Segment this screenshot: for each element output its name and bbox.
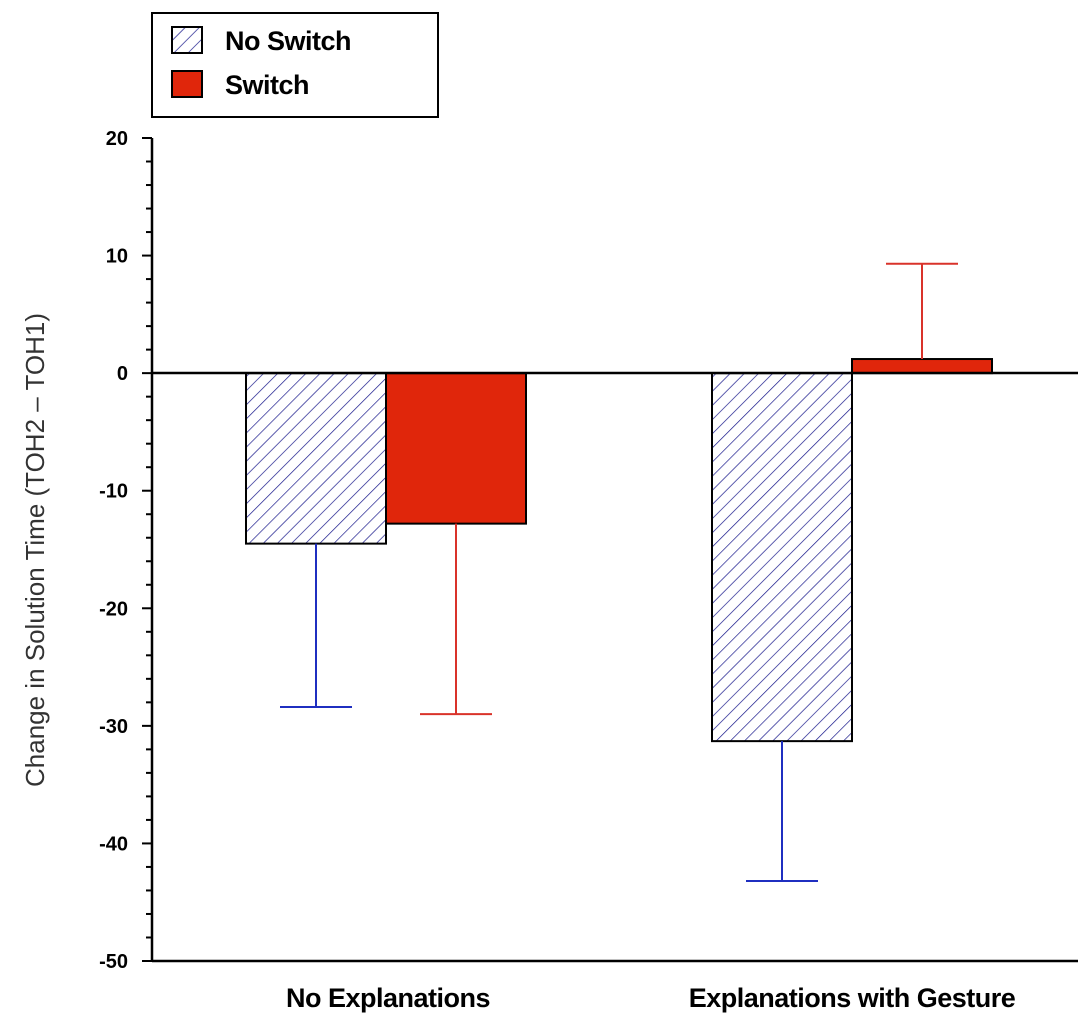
y-tick-label: -50 — [99, 951, 128, 973]
y-tick-label: -30 — [99, 716, 128, 738]
bar-switch-1 — [851, 358, 993, 375]
legend-swatch-switch — [171, 70, 203, 98]
legend-label-no-switch: No Switch — [225, 26, 351, 56]
y-tick-label: 0 — [117, 363, 128, 385]
category-label-no-explanations: No Explanations — [286, 983, 490, 1013]
category-label-explanations-with-gesture: Explanations with Gesture — [689, 983, 1016, 1013]
error-bars — [280, 262, 958, 883]
y-tick-label: -40 — [99, 833, 128, 855]
legend-swatch-no-switch — [171, 26, 203, 54]
y-ticks: 20 10 0 -10 -20 -30 -40 -50 — [99, 128, 152, 973]
y-axis-label: Change in Solution Time (TOH2 – TOH1) — [20, 313, 50, 787]
bar-no-switch-1 — [711, 372, 853, 743]
y-tick-label: 10 — [106, 246, 128, 268]
legend: No Switch Switch — [151, 12, 439, 118]
bar-no-switch-0 — [245, 372, 387, 545]
y-tick-label: 20 — [106, 128, 128, 150]
y-tick-label: -20 — [99, 598, 128, 620]
y-tick-label: -10 — [99, 481, 128, 503]
legend-label-switch: Switch — [225, 70, 309, 100]
bars — [245, 358, 993, 743]
bar-switch-0 — [385, 372, 527, 525]
